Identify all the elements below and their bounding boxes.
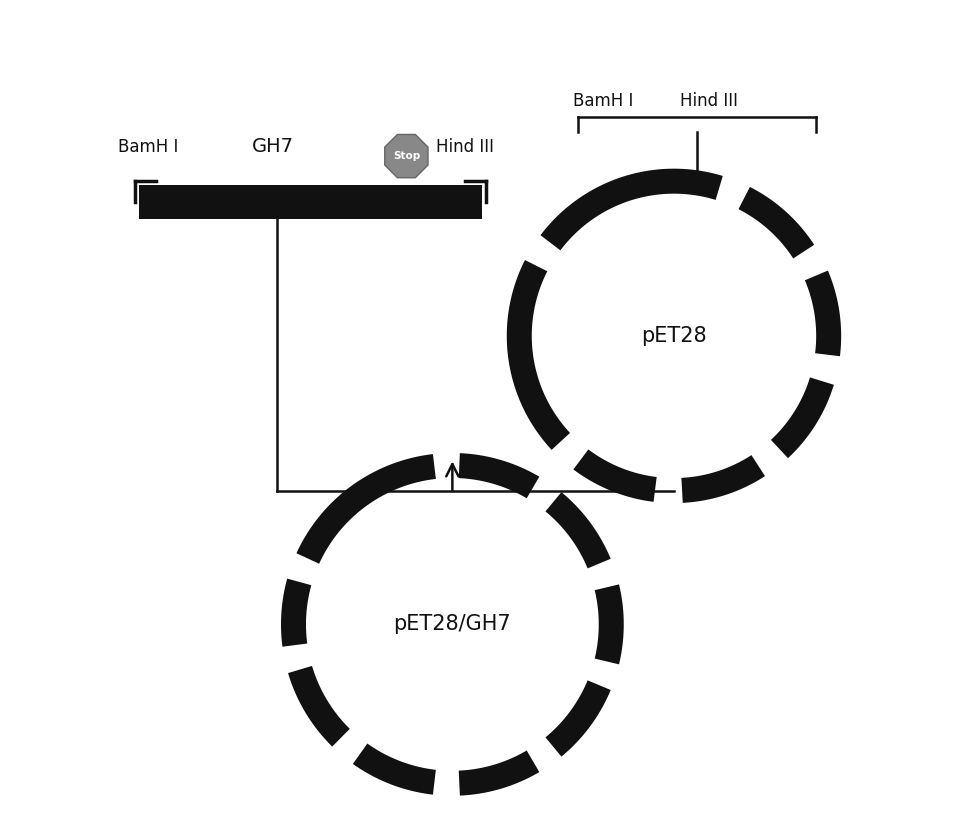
Text: BamH I: BamH I xyxy=(572,92,633,110)
Text: GH7: GH7 xyxy=(252,137,294,156)
Text: Hind III: Hind III xyxy=(680,92,738,110)
Text: BamH I: BamH I xyxy=(118,138,178,156)
Text: Hind III: Hind III xyxy=(436,138,494,156)
Bar xyxy=(139,185,481,219)
Text: pET28: pET28 xyxy=(641,326,707,346)
Text: Stop: Stop xyxy=(393,151,420,161)
Text: pET28/GH7: pET28/GH7 xyxy=(394,614,512,634)
Polygon shape xyxy=(385,134,428,178)
